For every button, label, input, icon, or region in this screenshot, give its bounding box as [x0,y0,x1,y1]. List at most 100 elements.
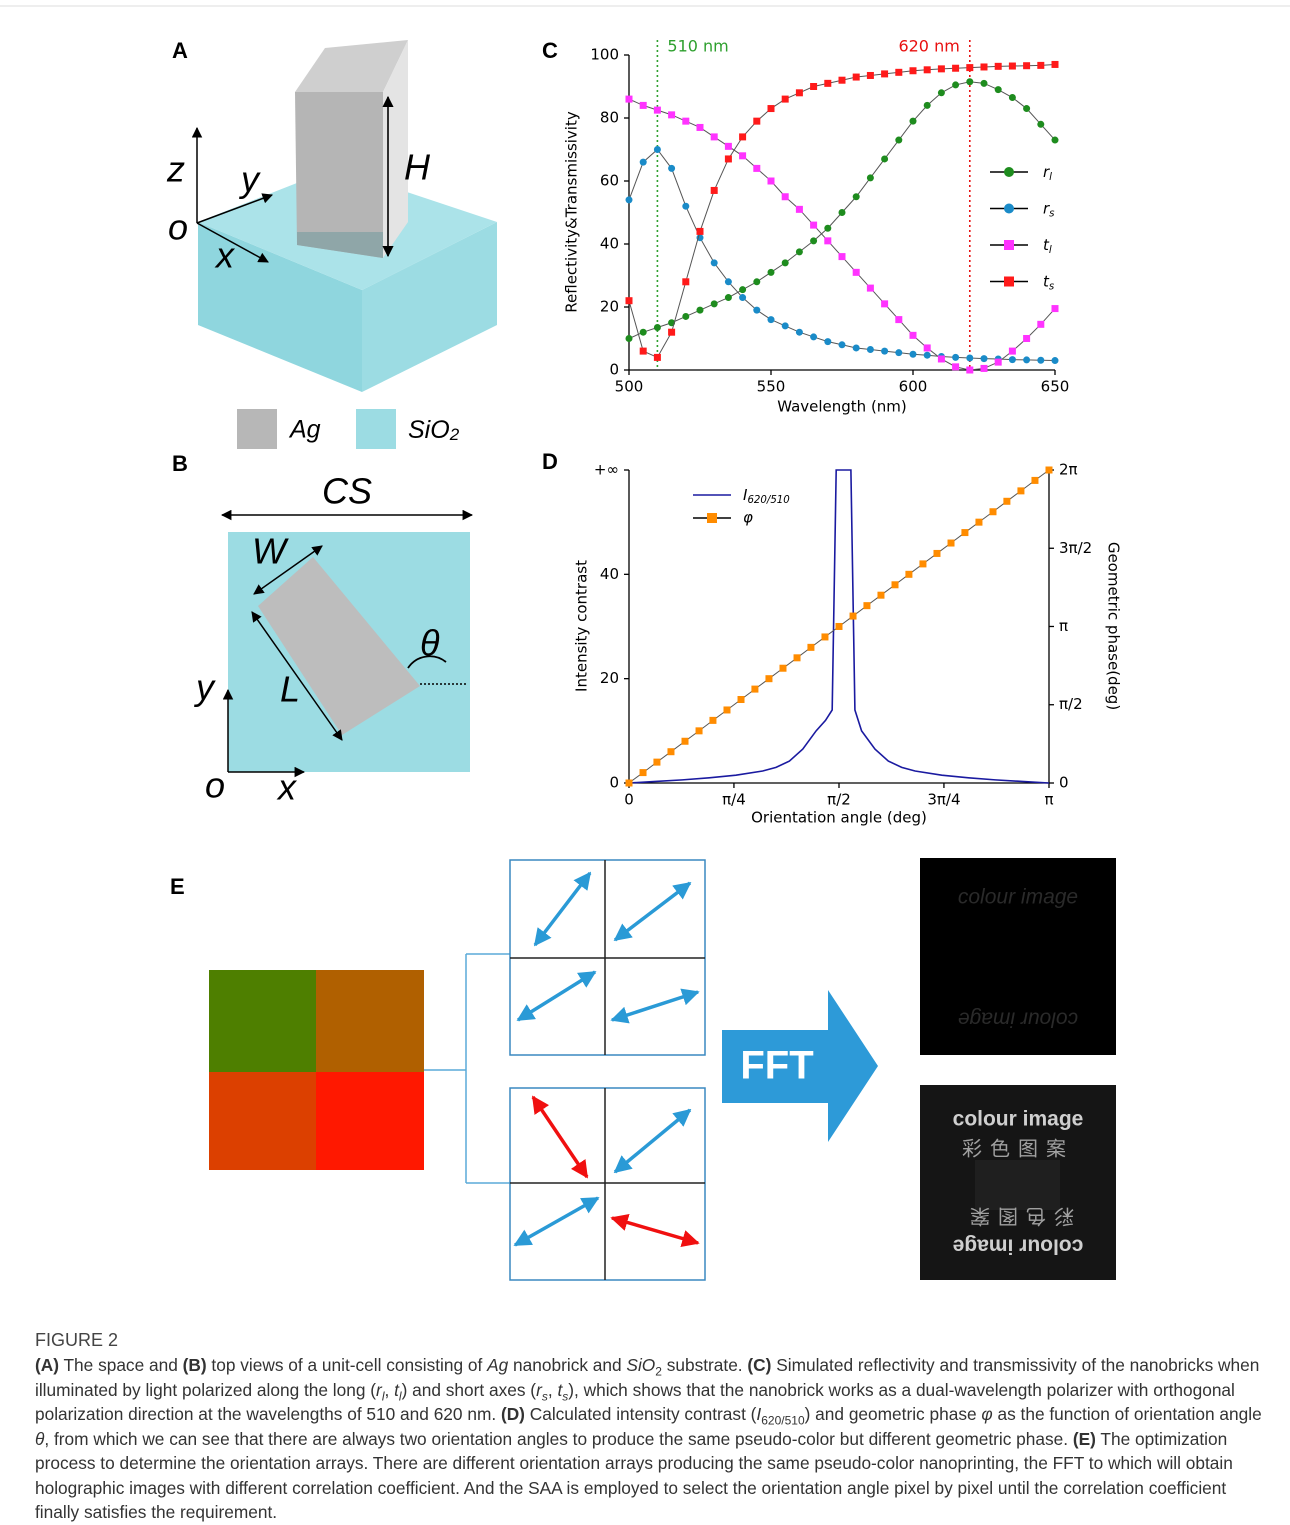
y2-tick-label: 0 [1059,774,1069,792]
marker [1023,62,1030,69]
marker [1037,321,1044,328]
marker [881,70,888,77]
legend-swatch [237,409,277,449]
marker [839,253,846,260]
marker [668,111,675,118]
color-pixel [209,970,316,1072]
caption-text: The space and [59,1355,183,1375]
caption-text: φ [981,1404,992,1424]
marker [924,102,931,109]
marker [853,193,860,200]
axis-label: y [238,159,261,200]
marker [711,133,718,140]
dimension-label: L [280,669,300,710]
marker [995,86,1002,93]
legend-label: ts [1043,272,1055,293]
marker [910,351,917,358]
marker [668,165,675,172]
marker [768,178,775,185]
marker [768,316,775,323]
panel-label: E [170,874,185,899]
marker [626,196,633,203]
marker [853,74,860,81]
panel-label: B [172,451,188,476]
marker [1023,105,1030,112]
caption-text: (B) [183,1355,207,1375]
marker [626,335,633,342]
marker [1031,477,1038,484]
marker [1052,305,1059,312]
color-pixel [316,970,424,1072]
marker [640,348,647,355]
marker [867,174,874,181]
marker [782,96,789,103]
marker [933,550,940,557]
x-tick-label: π [1044,791,1053,809]
x-tick-label: π/2 [827,791,851,809]
caption: (A) The space and (B) top views of a uni… [35,1353,1263,1525]
marker [981,355,988,362]
marker [952,363,959,370]
caption-text: 2 [655,1364,662,1378]
y-tick-label: 20 [600,298,619,316]
marker [711,300,718,307]
marker [895,137,902,144]
dimension-label: CS [322,471,372,512]
y2-tick-label: 3π/2 [1059,539,1092,557]
marker [981,63,988,70]
marker [824,80,831,87]
marker [881,300,888,307]
marker [782,322,789,329]
marker [952,65,959,72]
marker [948,540,955,547]
marker [725,143,732,150]
marker [938,65,945,72]
y-tick-label: 0 [609,774,619,792]
caption-text: Ag [487,1355,508,1375]
marker [952,81,959,88]
marker [938,89,945,96]
y-tick-label: +∞ [594,461,619,479]
marker [782,193,789,200]
x-axis-title: Orientation angle (deg) [751,809,927,827]
legend-label: SiO2 [408,416,460,445]
marker [952,354,959,361]
marker [821,633,828,640]
marker [739,286,746,293]
legend-label: rs [1043,199,1055,220]
marker [725,155,732,162]
y-tick-label: 40 [600,565,619,583]
legend-marker [1004,167,1014,177]
marker [640,159,647,166]
marker [738,696,745,703]
marker [910,67,917,74]
fft-label: FFT [740,1044,813,1088]
marker [895,316,902,323]
caption-text: (D) [501,1404,525,1424]
x-axis-title: Wavelength (nm) [777,398,907,416]
marker [1003,498,1010,505]
marker [895,349,902,356]
marker [753,278,760,285]
caption-text: , from which we can see that there are a… [44,1429,1073,1449]
caption-text: (E) [1073,1429,1096,1449]
marker [739,294,746,301]
caption-text: ) and geometric phase [805,1404,982,1424]
legend-marker [707,513,717,523]
marker [654,107,661,114]
marker [697,307,704,314]
image-text: 彩色图案 [962,1205,1074,1229]
marker [1009,348,1016,355]
marker [810,237,817,244]
caption-text: substrate. [662,1355,748,1375]
image-text: colour image [953,1108,1084,1131]
y-tick-label: 80 [600,109,619,127]
marker [924,344,931,351]
marker [753,307,760,314]
marker [989,508,996,515]
y2-tick-label: π/2 [1059,695,1083,713]
x-tick-label: 3π/4 [927,791,960,809]
marker [696,727,703,734]
marker [765,675,772,682]
caption-text: SiO [626,1355,655,1375]
